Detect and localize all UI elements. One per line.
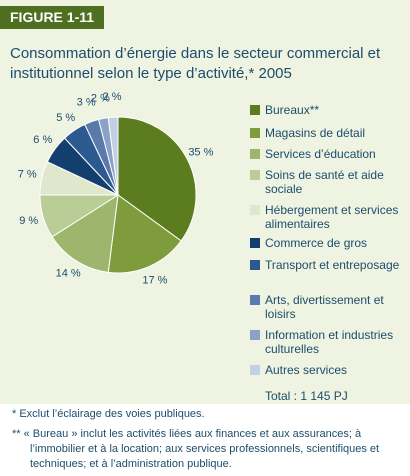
footnote: ** « Bureau » inclut les activités liées… <box>12 428 380 470</box>
data-label: 6 % <box>33 134 52 146</box>
footnote: * Exclut l’éclairage des voies publiques… <box>12 408 205 420</box>
legend-label: Hébergement et services alimentaires <box>265 203 399 231</box>
legend-label: Bureaux** <box>265 103 320 117</box>
data-label: 5 % <box>56 112 75 124</box>
data-label: 3 % <box>77 96 96 108</box>
legend-swatch <box>250 330 260 340</box>
legend-label: Services d’éducation <box>265 147 376 161</box>
legend-swatch <box>250 105 260 115</box>
legend-swatch <box>250 128 260 138</box>
legend-label: Commerce de gros <box>265 236 368 250</box>
legend-swatch <box>250 149 260 159</box>
total-label: Total : 1 145 PJ <box>265 389 348 403</box>
legend-label: Arts, divertissement et loisirs <box>265 293 384 321</box>
chart-title: Consommation d’énergie dans le secteur c… <box>10 45 381 82</box>
pie-slice <box>107 194 182 274</box>
data-label: 2 % <box>103 91 122 103</box>
data-label: 35 % <box>188 147 213 159</box>
legend-swatch <box>250 238 260 248</box>
legend-label: Information et industries culturelles <box>265 328 394 356</box>
data-label: 17 % <box>142 274 167 286</box>
legend-label: Soins de santé et aide sociale <box>265 168 384 196</box>
legend-swatch <box>250 295 260 305</box>
legend-label: Transport et entreposage <box>265 258 400 272</box>
data-label: 9 % <box>19 215 38 227</box>
legend-swatch <box>250 205 260 215</box>
legend-label: Magasins de détail <box>265 126 366 140</box>
legend-swatch <box>250 170 260 180</box>
data-label: 14 % <box>56 267 81 279</box>
data-label: 2 % <box>91 93 110 105</box>
legend-swatch <box>250 365 260 375</box>
pie-slice <box>51 194 119 273</box>
data-label: 7 % <box>18 169 37 181</box>
legend-swatch <box>250 260 260 270</box>
legend-label: Autres services <box>265 363 348 377</box>
pie-slice <box>107 116 119 196</box>
pie-slice <box>117 116 197 242</box>
figure-label: FIGURE 1-11 <box>0 6 105 29</box>
